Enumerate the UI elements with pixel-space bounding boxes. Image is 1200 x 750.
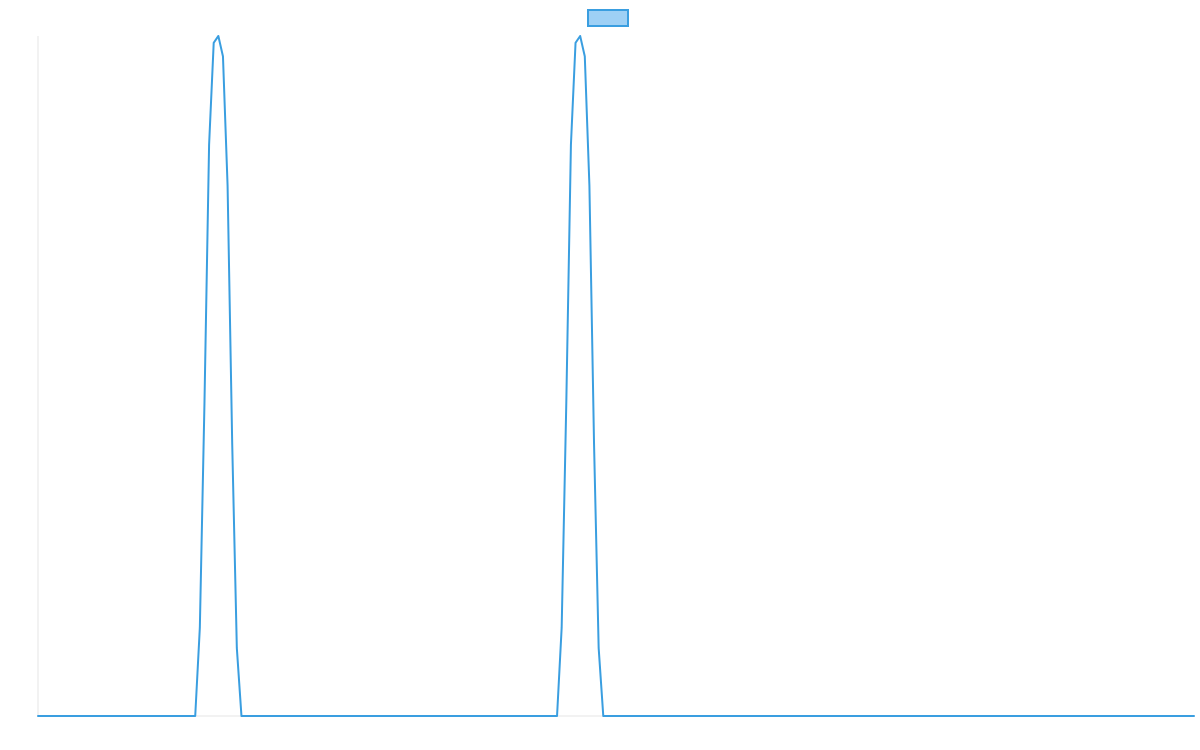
legend[interactable] <box>587 9 629 27</box>
series-layer <box>37 35 1195 717</box>
axes <box>37 36 1194 717</box>
legend-swatch-0[interactable] <box>587 9 629 27</box>
series-line-0 <box>37 35 1195 717</box>
